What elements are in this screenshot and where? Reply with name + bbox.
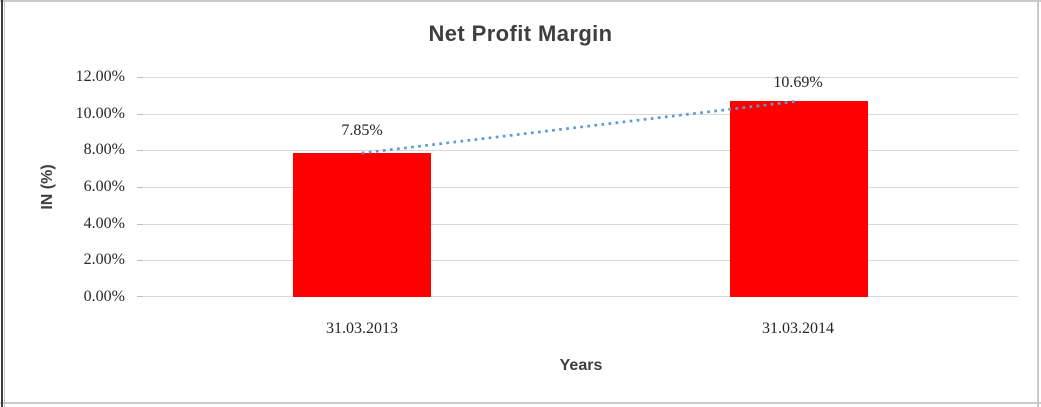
gridline: [143, 187, 1018, 188]
chart-title: Net Profit Margin: [428, 21, 613, 46]
chart-border-left-light: [4, 0, 5, 407]
y-tick-label: 8.00%: [83, 141, 125, 159]
data-label-2013: 7.85%: [341, 122, 383, 139]
y-axis-tick-mark: [137, 77, 143, 78]
gridline: [143, 77, 1018, 78]
chart-border-right: [1037, 0, 1039, 407]
category-label-2014: 31.03.2014: [762, 320, 834, 337]
y-axis-tick-mark: [137, 260, 143, 262]
y-tick-label: 12.00%: [75, 68, 125, 85]
y-axis-tick-mark: [137, 113, 143, 115]
chart-border-left-dark: [1, 0, 3, 407]
y-axis-tick-mark: [137, 223, 143, 225]
y-axis-tick-mark: [137, 150, 143, 152]
gridline: [143, 296, 1018, 297]
bar-2013: [292, 153, 431, 297]
y-axis-tick-mark: [137, 296, 143, 297]
gridline: [143, 223, 1018, 225]
category-label-2013: 31.03.2013: [326, 320, 398, 337]
linear-trendline: [361, 99, 800, 155]
gridline: [143, 150, 1018, 152]
gridline: [143, 113, 1018, 115]
plot-area: [137, 77, 1018, 297]
y-tick-label: 2.00%: [83, 251, 125, 269]
data-label-2014: 10.69%: [773, 74, 823, 91]
y-tick-label: 10.00%: [75, 104, 125, 122]
y-tick-label: 4.00%: [83, 214, 125, 232]
y-axis-tick-mark: [137, 187, 143, 188]
y-tick-label: 0.00%: [83, 288, 125, 305]
x-axis-title: Years: [559, 357, 603, 374]
y-tick-label: 6.00%: [83, 178, 125, 195]
chart-border-top: [0, 0, 1041, 2]
gridline: [143, 260, 1018, 262]
chart-border-bottom: [0, 402, 1041, 404]
bar-2014: [730, 101, 869, 297]
